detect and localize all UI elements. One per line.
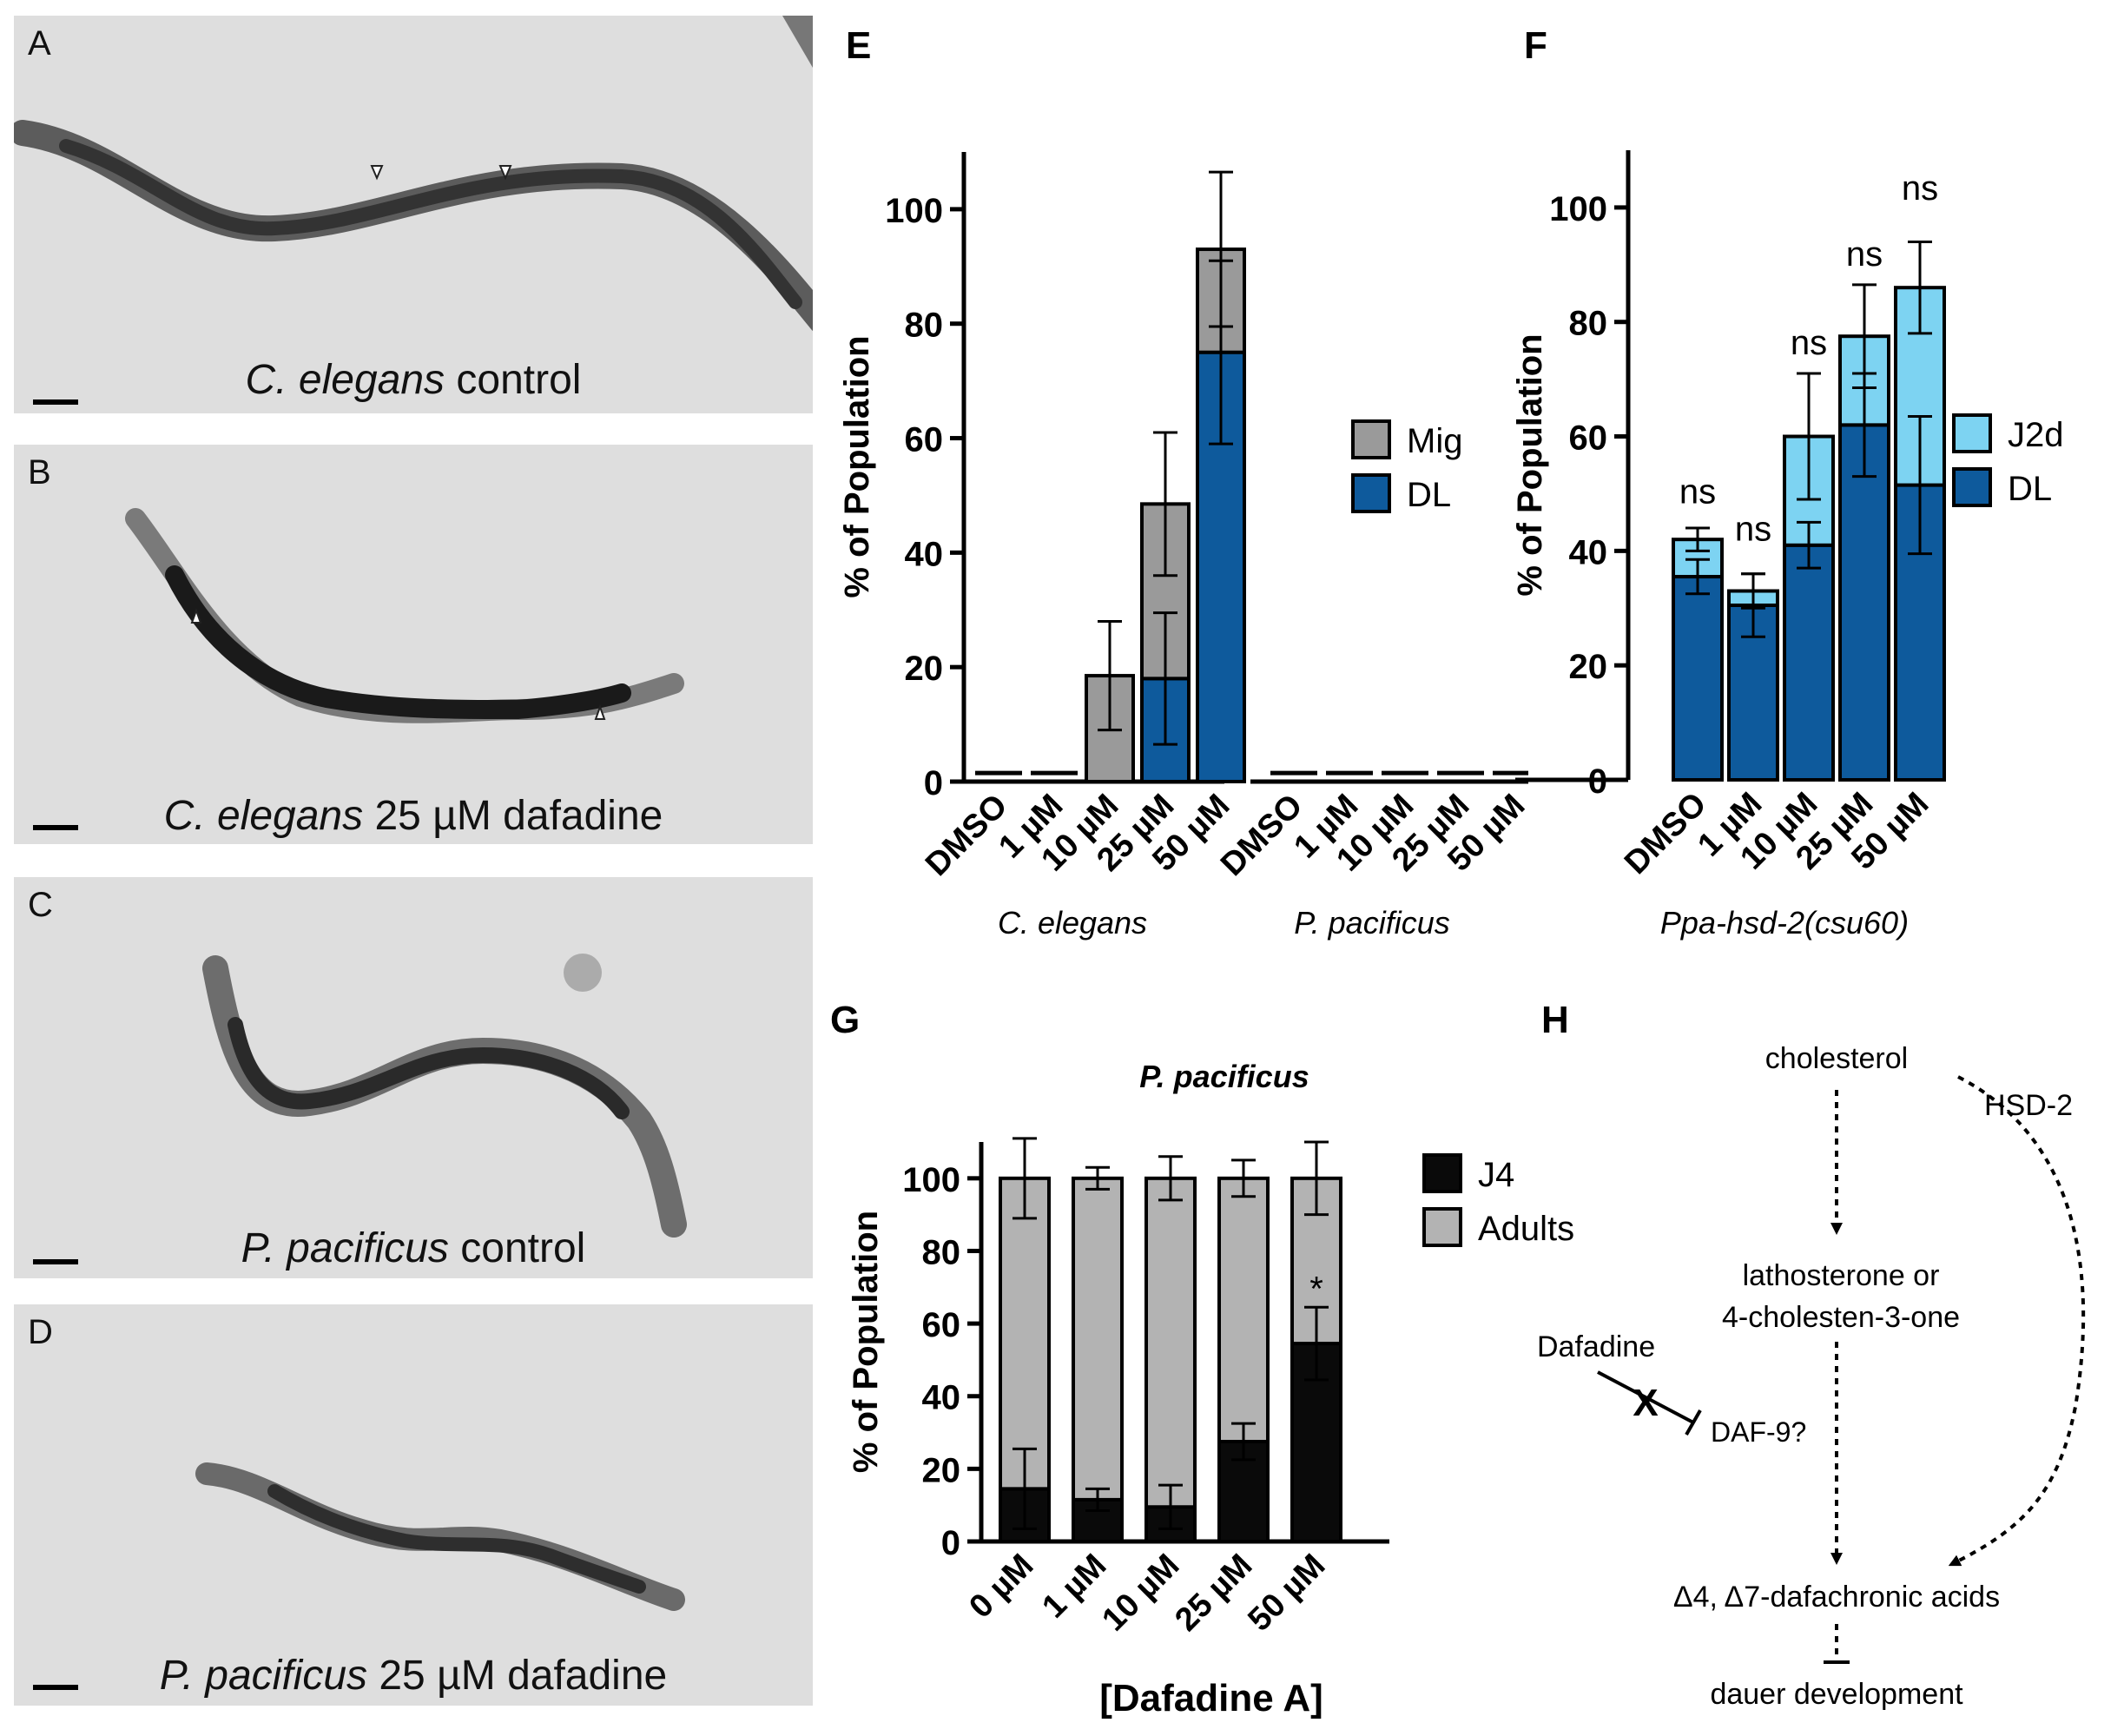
significance-label: ns <box>1679 472 1716 511</box>
x-tick-label: 25 µM <box>1168 1548 1259 1639</box>
bar-dl <box>1672 575 1724 782</box>
y-tick-label: 20 <box>1569 648 1608 686</box>
x-group-label: C. elegans <box>998 905 1147 941</box>
photo-panel-b: B C. elegans 25 µM dafadine <box>14 445 813 844</box>
y-axis-label: % of Population <box>838 335 876 597</box>
panel-letter-b: B <box>28 453 51 492</box>
y-tick-label: 40 <box>905 535 944 573</box>
arrow-hsd2-to-dafachronic <box>1948 1075 2086 1567</box>
pathway-daf9: DAF-9? <box>1711 1416 1806 1448</box>
legend-label-j2d: J2d <box>2008 416 2064 454</box>
y-tick-label: 0 <box>924 764 943 802</box>
significance-label: ns <box>1846 235 1883 274</box>
y-tick-label: 100 <box>1549 190 1607 228</box>
photo-caption-a: C. elegans control <box>245 357 582 403</box>
y-tick-label: 80 <box>905 307 944 345</box>
legend-label-dl: DL <box>1407 476 1451 514</box>
y-tick-label: 80 <box>1569 305 1608 343</box>
significance-label: ns <box>1791 324 1827 362</box>
scale-bar-b <box>33 825 78 830</box>
significance-label: ns <box>1735 510 1771 548</box>
panel-letter-f: F <box>1524 24 1547 67</box>
photo-caption-d: P. pacificus 25 µM dafadine <box>159 1653 668 1699</box>
photo-caption-b: C. elegans 25 µM dafadine <box>163 793 663 839</box>
legend-label-adults: Adults <box>1478 1210 1574 1248</box>
pathway-hsd2: HSD-2 <box>1984 1089 2073 1122</box>
scale-bar-c <box>33 1259 78 1264</box>
x-tick-label: 50 µM <box>1241 1548 1332 1639</box>
pathway-dafachronic: Δ4, Δ7-dafachronic acids <box>1673 1581 2000 1614</box>
legend-label-dl: DL <box>2008 470 2052 508</box>
bar-adults <box>999 1176 1051 1491</box>
scale-bar-d <box>33 1685 78 1690</box>
legend-label-j4: J4 <box>1478 1156 1514 1194</box>
significance-label: ns <box>1902 169 1938 208</box>
pathway-lathosterone-1: lathosterone or <box>1743 1259 1940 1292</box>
pathway-x-mark: X <box>1633 1382 1658 1424</box>
legend-swatch-j4 <box>1422 1153 1462 1193</box>
bar-dl <box>1783 543 1835 782</box>
significance-label: * <box>1309 1270 1323 1308</box>
y-tick-label: 40 <box>1569 533 1608 571</box>
legend-label-mig: Mig <box>1407 422 1462 460</box>
legend-swatch-dl <box>1952 467 1992 507</box>
y-tick-label: 60 <box>905 421 944 459</box>
y-axis-label: % of Population <box>1515 333 1549 596</box>
y-tick-label: 80 <box>922 1233 961 1271</box>
pathway-dafadine: Dafadine <box>1537 1330 1655 1363</box>
y-tick-label: 60 <box>922 1306 961 1344</box>
y-axis-label: % of Population <box>847 1211 885 1473</box>
panel-letter-e: E <box>846 24 872 67</box>
panel-letter-c: C <box>28 886 53 924</box>
legend-swatch-dl <box>1351 473 1391 513</box>
worm-image-c <box>202 954 687 1238</box>
panel-letter-a: A <box>28 24 51 63</box>
bar-adults <box>1144 1176 1197 1509</box>
y-tick-label: 40 <box>922 1379 961 1417</box>
bar-dl <box>1838 423 1890 782</box>
y-tick-label: 60 <box>1569 419 1608 458</box>
y-tick-label: 100 <box>902 1161 960 1199</box>
legend-swatch-mig <box>1351 419 1391 459</box>
x-tick-label: 10 µM <box>1095 1548 1186 1639</box>
panel-letter-g: G <box>830 999 861 1041</box>
x-group-label: P. pacificus <box>1294 905 1449 941</box>
worm-image-b <box>125 508 684 723</box>
bar-adults <box>1217 1176 1270 1443</box>
pathway-cholesterol: cholesterol <box>1765 1042 1908 1075</box>
photo-caption-c: P. pacificus control <box>241 1225 586 1271</box>
x-tick-label: 0 µM <box>962 1548 1040 1626</box>
bar-adults <box>1072 1176 1124 1502</box>
pathway-dauer: dauer development <box>1710 1678 1963 1711</box>
y-tick-label: 0 <box>941 1524 960 1562</box>
photo-panel-c: C P. pacificus control <box>14 877 813 1278</box>
pathway-lathosterone-2: 4-cholesten-3-one <box>1722 1301 1960 1334</box>
photo-panel-d: D P. pacificus 25 µM dafadine <box>14 1304 813 1706</box>
worm-image-d <box>195 1462 685 1611</box>
pathway-diagram: cholesterol HSD-2 lathosterone or 4-chol… <box>1537 1042 2086 1711</box>
photo-panel-a: A C. elegans control <box>14 16 813 413</box>
inhibition-bar-dafadine <box>1685 1409 1702 1436</box>
legend-swatch-adults <box>1422 1207 1462 1247</box>
worm-image-a <box>14 16 813 332</box>
legend-swatch-j2d <box>1952 413 1992 453</box>
inhibition-line-dafadine <box>1597 1370 1694 1424</box>
chart-title: P. pacificus <box>1139 1059 1309 1094</box>
x-axis-label: [Dafadine A] <box>1099 1677 1323 1719</box>
y-tick-label: 20 <box>905 650 944 688</box>
panel-letter-h: H <box>1541 999 1569 1041</box>
panel-letter-d: D <box>28 1313 53 1351</box>
y-tick-label: 100 <box>885 192 943 230</box>
x-group-label: Ppa-hsd-2(csu60) <box>1660 905 1909 941</box>
scale-bar-a <box>33 399 78 405</box>
y-tick-label: 20 <box>922 1451 961 1489</box>
